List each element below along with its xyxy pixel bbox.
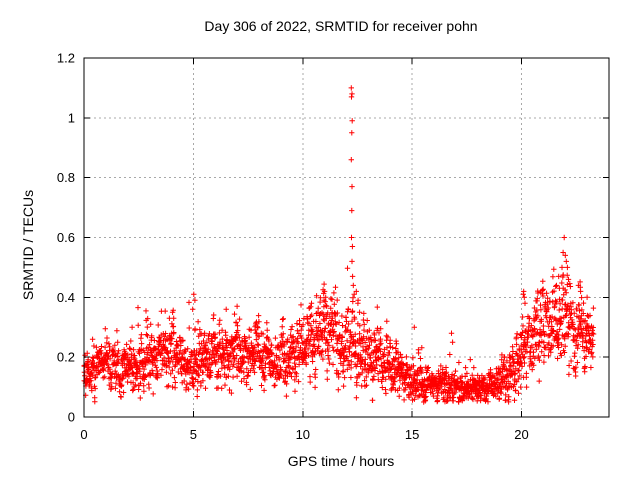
- y-tick-label: 0: [68, 410, 75, 425]
- x-tick-label: 0: [80, 427, 87, 442]
- tick-labels: 0 5 10 15 20 0 0.2 0.4 0.6 0.8 1 1.2: [57, 51, 529, 443]
- x-tick-label: 15: [405, 427, 419, 442]
- y-tick-label: 0.8: [57, 170, 75, 185]
- axis-ticks: [83, 57, 609, 418]
- scatter-points: [81, 85, 597, 405]
- x-axis-label: GPS time / hours: [287, 453, 395, 469]
- y-tick-label: 0.6: [57, 230, 75, 245]
- x-tick-label: 10: [296, 427, 310, 442]
- y-tick-label: 0.2: [57, 350, 75, 365]
- y-tick-label: 1: [68, 110, 75, 125]
- y-tick-label: 0.4: [57, 290, 75, 305]
- y-tick-label: 1.2: [57, 51, 75, 66]
- x-tick-label: 5: [190, 427, 197, 442]
- chart-title: Day 306 of 2022, SRMTID for receiver poh…: [204, 18, 478, 34]
- x-tick-label: 20: [514, 427, 528, 442]
